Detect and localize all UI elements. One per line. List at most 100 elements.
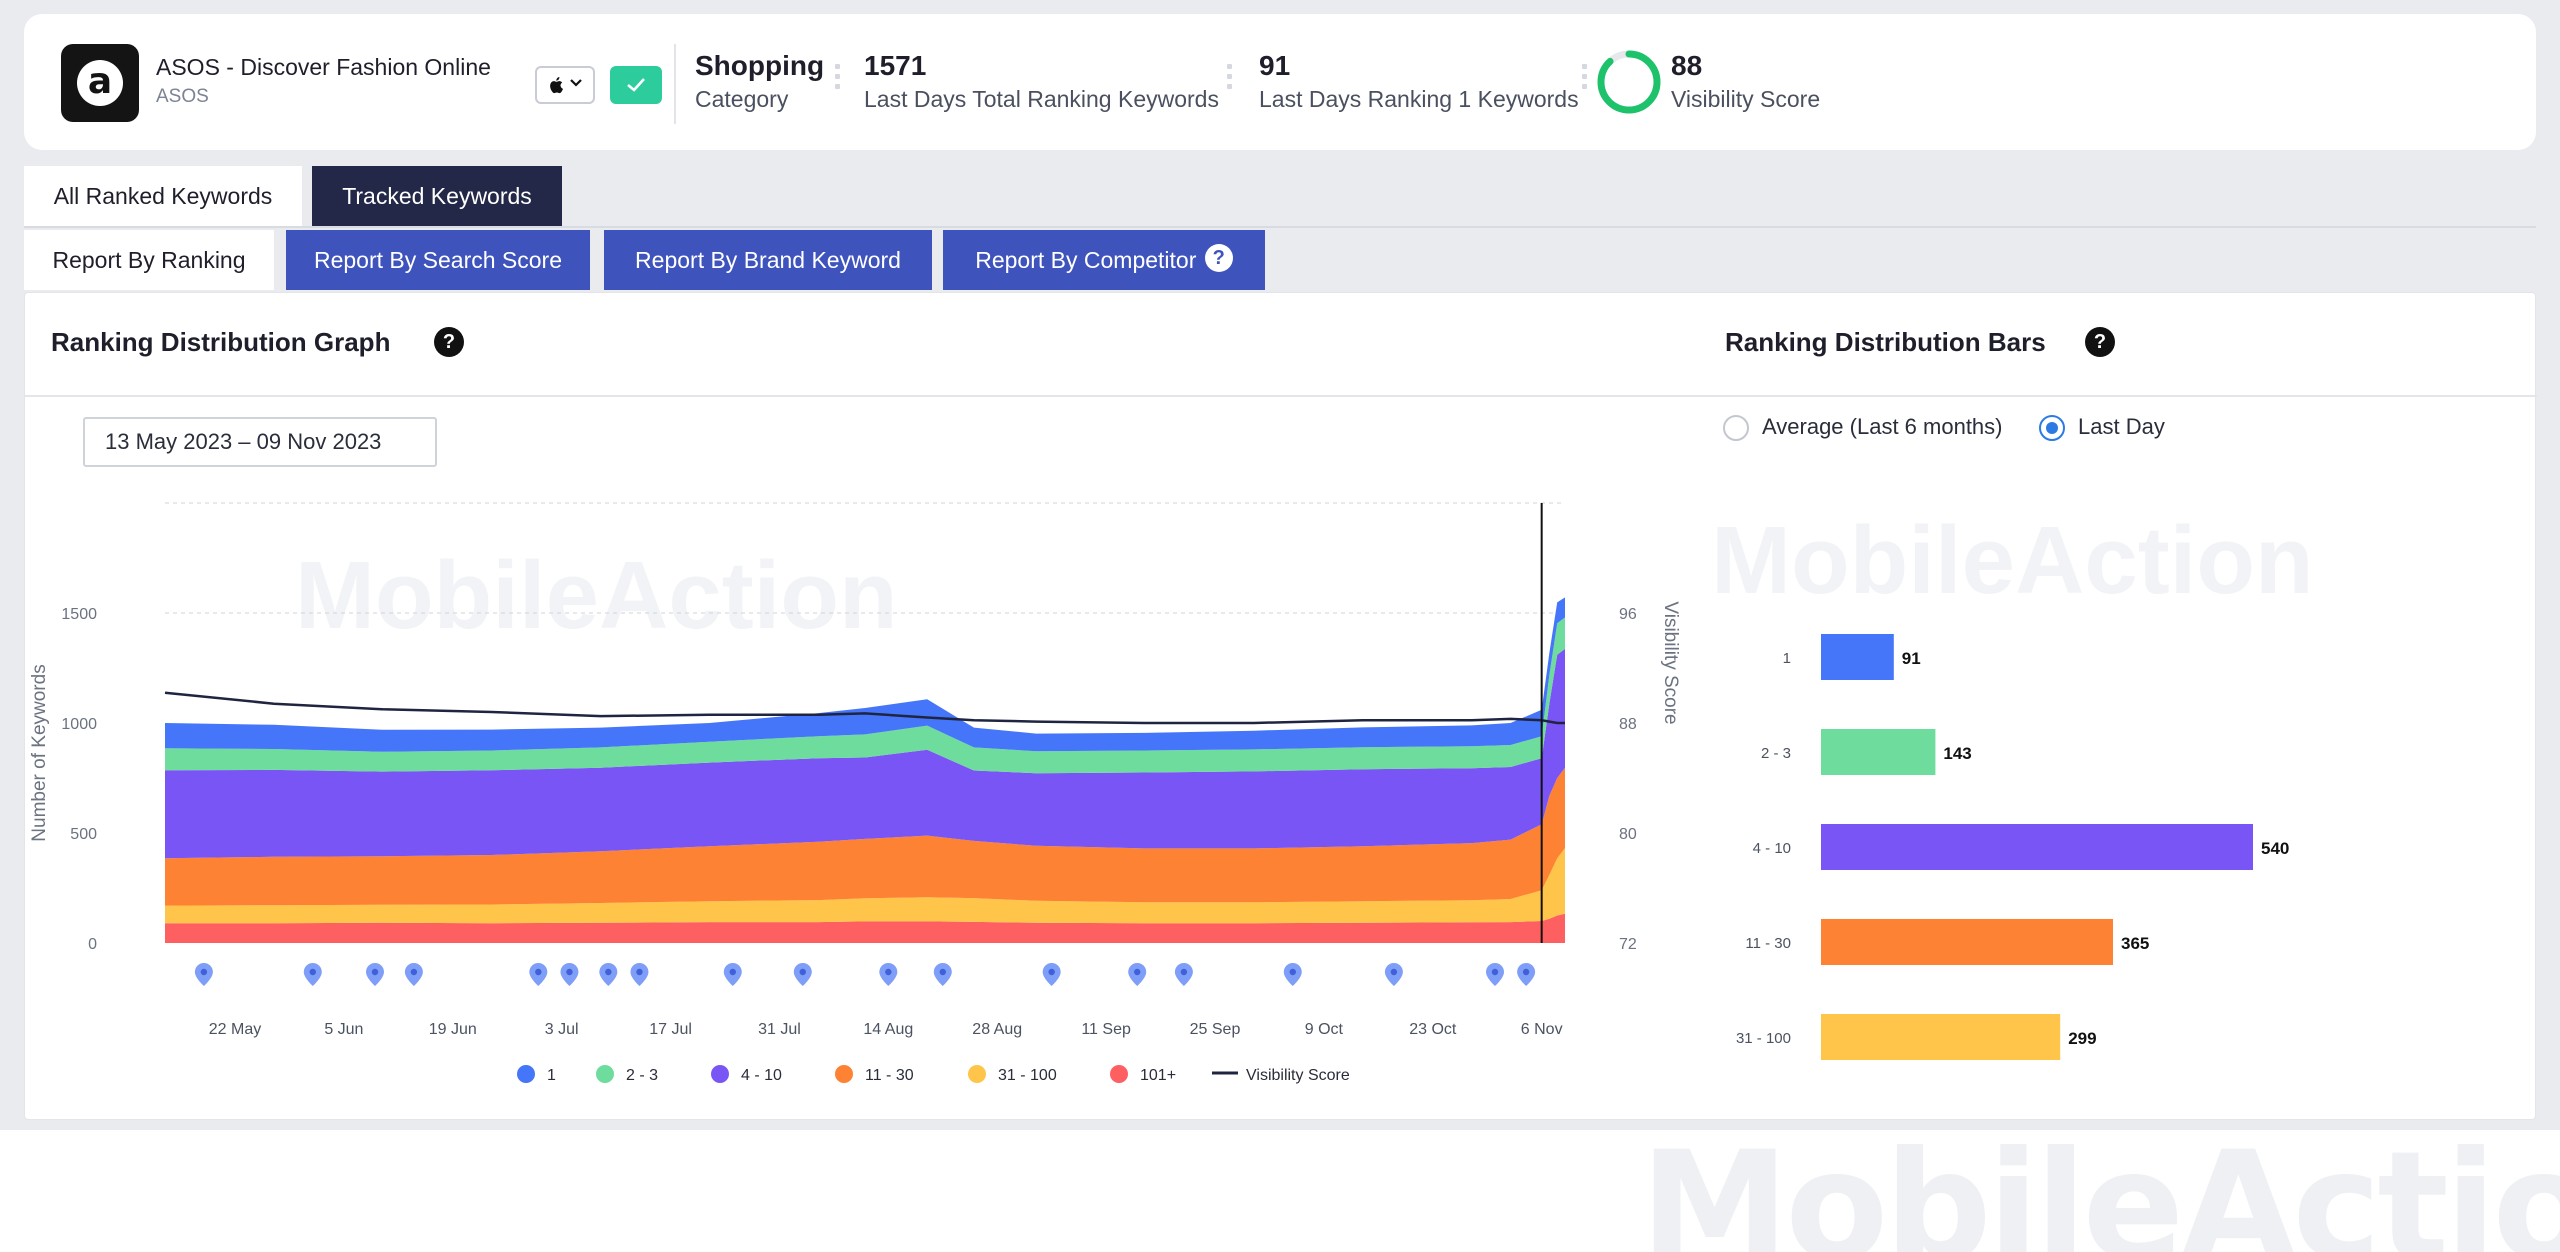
date-range-picker[interactable]: 13 May 2023 – 09 Nov 2023 <box>83 417 437 467</box>
legend-item[interactable]: 1 <box>517 1065 556 1084</box>
distribution-bar[interactable] <box>1821 824 2253 870</box>
bar-value-label: 365 <box>2121 934 2149 953</box>
event-marker-icon[interactable] <box>194 963 213 986</box>
help-icon[interactable]: ? <box>1204 244 1233 272</box>
distribution-bar[interactable] <box>1821 634 1894 680</box>
event-marker-icon[interactable] <box>723 963 742 986</box>
event-marker-icon[interactable] <box>1384 963 1403 986</box>
total-keywords-value: 1571 <box>864 50 927 81</box>
legend-item[interactable]: 2 - 3 <box>596 1065 658 1084</box>
tab-all-ranked-keywords[interactable]: All Ranked Keywords <box>24 166 302 226</box>
app-name: ASOS - Discover Fashion Online <box>156 54 491 80</box>
svg-text:31 - 100: 31 - 100 <box>998 1067 1057 1084</box>
y2-tick-label: 88 <box>1619 716 1637 733</box>
radio-last-day-label: Last Day <box>2078 414 2165 439</box>
distribution-bar[interactable] <box>1821 919 2113 965</box>
rank1-keywords-value: 91 <box>1259 50 1291 81</box>
svg-text:1: 1 <box>547 1067 556 1084</box>
track-check-button[interactable] <box>610 66 662 104</box>
bar-value-label: 299 <box>2068 1029 2096 1048</box>
event-marker-icon[interactable] <box>1042 963 1061 986</box>
bar-value-label: 540 <box>2261 839 2289 858</box>
chart-watermark: MobileAction <box>295 542 898 649</box>
app-developer: ASOS <box>156 86 209 107</box>
event-marker-icon[interactable] <box>560 963 579 986</box>
legend-item[interactable]: 101+ <box>1110 1065 1176 1084</box>
y2-tick-label: 72 <box>1619 936 1637 953</box>
radio-average-6-months[interactable] <box>1723 415 1749 441</box>
tab-report-by-ranking[interactable]: Report By Ranking <box>24 230 274 290</box>
legend-item[interactable]: 11 - 30 <box>835 1065 914 1084</box>
bar-category-label: 2 - 3 <box>1761 745 1791 762</box>
event-marker-icon[interactable] <box>599 963 618 986</box>
area-series-11-30[interactable] <box>165 767 1565 906</box>
tab-report-by-brand-keyword[interactable]: Report By Brand Keyword <box>604 230 932 290</box>
apple-icon <box>549 76 565 99</box>
distribution-bar[interactable] <box>1821 729 1936 775</box>
app-icon: a <box>61 44 139 122</box>
chevron-down-icon <box>569 76 583 94</box>
svg-text:101+: 101+ <box>1140 1067 1176 1084</box>
y2-tick-label: 80 <box>1619 826 1637 843</box>
event-marker-icon[interactable] <box>366 963 384 986</box>
bar-category-label: 1 <box>1783 650 1791 667</box>
header-divider <box>674 44 676 124</box>
platform-dropdown[interactable] <box>535 66 595 104</box>
event-marker-icon[interactable] <box>404 963 423 986</box>
x-tick-label: 9 Oct <box>1305 1021 1344 1038</box>
svg-text:Visibility Score: Visibility Score <box>1246 1067 1350 1084</box>
area-series-31-100[interactable] <box>165 848 1565 924</box>
visibility-score-line[interactable] <box>164 691 1565 725</box>
app-icon-letter: a <box>87 61 113 102</box>
y-tick-label: 1500 <box>61 606 97 623</box>
y-tick-label: 500 <box>70 826 97 843</box>
visibility-gauge <box>1597 50 1661 114</box>
bars-watermark: MobileAction <box>1711 507 2314 614</box>
event-marker-icon[interactable] <box>1174 963 1193 986</box>
legend-item[interactable]: Visibility Score <box>1212 1067 1350 1084</box>
x-tick-label: 5 Jun <box>324 1021 363 1038</box>
y2-axis-label: Visibility Score <box>1660 601 1681 724</box>
tab-report-by-search-score[interactable]: Report By Search Score <box>286 230 590 290</box>
drag-handle-icon <box>1227 64 1233 94</box>
ranking-distribution-graph: MobileAction 0 500 1000 1500 72 80 88 96 22 Ma… <box>29 502 1681 1084</box>
x-tick-label: 28 Aug <box>972 1021 1022 1038</box>
event-marker-icon[interactable] <box>1517 963 1536 986</box>
event-marker-icon[interactable] <box>1128 963 1147 986</box>
event-marker-icon[interactable] <box>793 963 812 986</box>
x-tick-label: 25 Sep <box>1190 1021 1241 1038</box>
graph-help-icon[interactable]: ? <box>434 327 464 357</box>
event-marker-icon[interactable] <box>303 963 322 986</box>
legend-item[interactable]: 31 - 100 <box>968 1065 1057 1084</box>
x-tick-label: 19 Jun <box>429 1021 477 1038</box>
event-marker-icon[interactable] <box>1283 963 1302 986</box>
tab-report-by-competitor[interactable]: Report By Competitor ? <box>943 230 1265 290</box>
x-tick-label: 23 Oct <box>1409 1021 1457 1038</box>
main-panel: Ranking Distribution Graph ? Ranking Dis… <box>24 292 2537 1120</box>
y-tick-label: 0 <box>88 936 97 953</box>
bars-help-icon[interactable]: ? <box>2085 327 2115 357</box>
category-label: Category <box>695 86 789 112</box>
area-series-1[interactable] <box>165 597 1565 752</box>
bar-category-label: 31 - 100 <box>1736 1030 1791 1047</box>
drag-handle-icon <box>1582 64 1588 94</box>
svg-text:11 - 30: 11 - 30 <box>865 1067 914 1084</box>
rank1-keywords-label: Last Days Ranking 1 Keywords <box>1259 86 1579 112</box>
event-marker-icon[interactable] <box>1486 963 1504 986</box>
y-axis-label: Number of Keywords <box>29 664 50 841</box>
tab-tracked-keywords[interactable]: Tracked Keywords <box>312 166 562 226</box>
event-marker-icon[interactable] <box>879 963 898 986</box>
area-series-4-10[interactable] <box>165 648 1565 859</box>
x-tick-label: 3 Jul <box>545 1021 579 1038</box>
event-marker-icon[interactable] <box>933 963 952 986</box>
area-series-101plus[interactable] <box>165 913 1565 943</box>
event-marker-icon[interactable] <box>529 963 548 986</box>
event-marker-icon[interactable] <box>630 963 649 986</box>
legend-item[interactable]: 4 - 10 <box>711 1065 782 1084</box>
area-series-2-3[interactable] <box>165 617 1565 774</box>
x-tick-label: 22 May <box>209 1021 261 1038</box>
radio-last-day[interactable] <box>2039 415 2065 441</box>
bar-value-label: 91 <box>1902 649 1921 668</box>
distribution-bar[interactable] <box>1821 1014 2061 1060</box>
category-value: Shopping <box>695 50 825 81</box>
